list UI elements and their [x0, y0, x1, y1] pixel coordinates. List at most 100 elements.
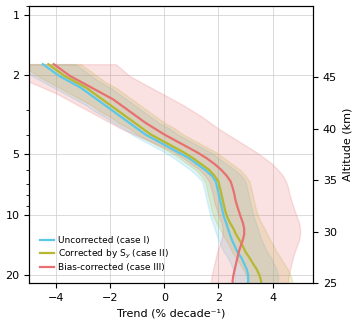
Corrected by S$_y$ (case II)	[216, 179, 221, 183]
Corrected by S$_y$ (case II)	[108, 103, 112, 107]
Uncorrected (case I)	[218, 197, 222, 201]
Bias-corrected (case III)	[231, 291, 235, 295]
Y-axis label: Altitude (km): Altitude (km)	[343, 108, 352, 181]
Uncorrected (case I)	[95, 98, 99, 101]
Line: Corrected by S$_y$ (case II): Corrected by S$_y$ (case II)	[48, 64, 261, 322]
Corrected by S$_y$ (case II)	[222, 203, 226, 207]
Uncorrected (case I)	[127, 121, 131, 125]
Uncorrected (case I)	[235, 297, 240, 301]
Corrected by S$_y$ (case II)	[225, 215, 229, 219]
Bias-corrected (case III)	[241, 221, 245, 225]
Corrected by S$_y$ (case II)	[259, 285, 263, 289]
Bias-corrected (case III)	[238, 244, 243, 248]
Bias-corrected (case III)	[231, 279, 235, 283]
Corrected by S$_y$ (case II)	[46, 62, 50, 66]
Bias-corrected (case III)	[52, 62, 56, 66]
Bias-corrected (case III)	[231, 273, 236, 277]
Uncorrected (case I)	[230, 238, 234, 242]
Bias-corrected (case III)	[144, 121, 148, 125]
Bias-corrected (case III)	[90, 86, 94, 90]
Bias-corrected (case III)	[100, 92, 105, 96]
Uncorrected (case I)	[214, 179, 218, 183]
Corrected by S$_y$ (case II)	[255, 268, 259, 272]
Uncorrected (case I)	[187, 156, 191, 160]
Corrected by S$_y$ (case II)	[224, 320, 229, 324]
Uncorrected (case I)	[216, 191, 221, 195]
Uncorrected (case I)	[224, 221, 228, 225]
Uncorrected (case I)	[227, 303, 232, 307]
Bias-corrected (case III)	[234, 262, 238, 266]
Bias-corrected (case III)	[233, 197, 237, 201]
Bias-corrected (case III)	[235, 203, 239, 207]
Bias-corrected (case III)	[242, 226, 246, 230]
Corrected by S$_y$ (case II)	[241, 244, 245, 248]
Corrected by S$_y$ (case II)	[54, 68, 59, 72]
Bias-corrected (case III)	[173, 139, 178, 143]
Bias-corrected (case III)	[228, 297, 233, 301]
Corrected by S$_y$ (case II)	[84, 86, 88, 90]
Uncorrected (case I)	[78, 86, 83, 90]
Corrected by S$_y$ (case II)	[231, 226, 236, 230]
Uncorrected (case I)	[135, 127, 140, 131]
Uncorrected (case I)	[242, 262, 246, 266]
Corrected by S$_y$ (case II)	[247, 256, 252, 260]
Uncorrected (case I)	[221, 209, 225, 213]
Corrected by S$_y$ (case II)	[212, 174, 217, 178]
Uncorrected (case I)	[57, 74, 61, 78]
Uncorrected (case I)	[165, 145, 169, 148]
Uncorrected (case I)	[176, 150, 180, 154]
Bias-corrected (case III)	[242, 232, 246, 236]
Uncorrected (case I)	[203, 168, 207, 172]
Uncorrected (case I)	[209, 174, 214, 178]
Bias-corrected (case III)	[162, 133, 166, 136]
Bias-corrected (case III)	[231, 285, 236, 289]
Bias-corrected (case III)	[237, 209, 241, 213]
Uncorrected (case I)	[245, 285, 249, 289]
Uncorrected (case I)	[246, 273, 250, 277]
Corrected by S$_y$ (case II)	[251, 262, 255, 266]
Corrected by S$_y$ (case II)	[181, 150, 185, 154]
Bias-corrected (case III)	[184, 145, 188, 148]
Corrected by S$_y$ (case II)	[221, 197, 225, 201]
Bias-corrected (case III)	[224, 303, 229, 307]
Uncorrected (case I)	[245, 268, 249, 272]
Bias-corrected (case III)	[204, 156, 208, 160]
Uncorrected (case I)	[239, 256, 243, 260]
Bias-corrected (case III)	[195, 150, 199, 154]
Corrected by S$_y$ (case II)	[199, 162, 203, 166]
Corrected by S$_y$ (case II)	[218, 185, 222, 189]
Corrected by S$_y$ (case II)	[228, 221, 232, 225]
Uncorrected (case I)	[226, 226, 230, 230]
Bias-corrected (case III)	[238, 215, 243, 219]
Corrected by S$_y$ (case II)	[116, 109, 121, 113]
Bias-corrected (case III)	[224, 174, 229, 178]
Legend: Uncorrected (case I), Corrected by S$_y$ (case II), Bias-corrected (case III): Uncorrected (case I), Corrected by S$_y$…	[37, 232, 172, 276]
Uncorrected (case I)	[214, 315, 218, 318]
Line: Uncorrected (case I): Uncorrected (case I)	[43, 64, 248, 322]
Uncorrected (case I)	[68, 80, 72, 84]
Uncorrected (case I)	[208, 320, 213, 324]
Bias-corrected (case III)	[60, 68, 64, 72]
Bias-corrected (case III)	[214, 315, 218, 318]
Bias-corrected (case III)	[78, 80, 83, 84]
Corrected by S$_y$ (case II)	[231, 315, 236, 318]
Bias-corrected (case III)	[153, 127, 157, 131]
Corrected by S$_y$ (case II)	[160, 139, 164, 143]
Uncorrected (case I)	[195, 162, 199, 166]
Uncorrected (case I)	[246, 279, 250, 283]
Corrected by S$_y$ (case II)	[234, 232, 238, 236]
Uncorrected (case I)	[144, 133, 148, 136]
Corrected by S$_y$ (case II)	[191, 156, 195, 160]
Bias-corrected (case III)	[208, 320, 213, 324]
Corrected by S$_y$ (case II)	[207, 168, 211, 172]
Corrected by S$_y$ (case II)	[238, 309, 242, 313]
Corrected by S$_y$ (case II)	[125, 115, 129, 119]
Uncorrected (case I)	[219, 309, 223, 313]
Bias-corrected (case III)	[119, 103, 124, 107]
Bias-corrected (case III)	[212, 162, 217, 166]
Uncorrected (case I)	[87, 92, 91, 96]
Uncorrected (case I)	[219, 203, 223, 207]
Corrected by S$_y$ (case II)	[149, 133, 153, 136]
Uncorrected (case I)	[241, 291, 245, 295]
Corrected by S$_y$ (case II)	[253, 297, 257, 301]
